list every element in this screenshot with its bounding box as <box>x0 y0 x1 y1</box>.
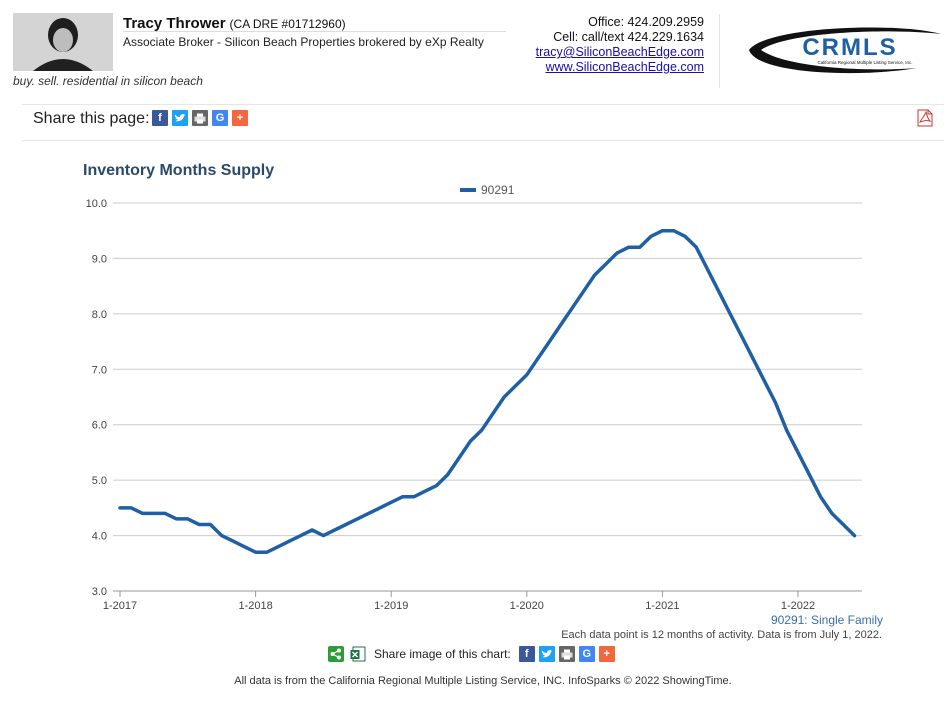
share-page-label: Share this page: <box>33 110 150 127</box>
office-phone: Office: 424.209.2959 <box>588 15 704 29</box>
y-tick-label: 10.0 <box>86 198 107 210</box>
header-divider <box>719 14 720 88</box>
legend-swatch <box>460 188 476 192</box>
google-icon[interactable]: G <box>212 110 228 126</box>
x-tick-label: 1-2017 <box>103 600 137 612</box>
y-tick-label: 9.0 <box>92 253 107 265</box>
contact-block: Office: 424.209.2959 Cell: call/text 424… <box>536 15 704 75</box>
print-icon[interactable] <box>558 646 575 662</box>
x-tick-label: 1-2019 <box>374 600 408 612</box>
plus-icon[interactable]: + <box>598 646 615 662</box>
svg-text:California Regional Multiple L: California Regional Multiple Listing Ser… <box>817 60 912 65</box>
agent-dre: (CA DRE #01712960) <box>229 17 346 31</box>
series-note: 90291: Single Family <box>770 613 883 627</box>
divider-top <box>22 104 944 105</box>
email-link[interactable]: tracy@SiliconBeachEdge.com <box>535 45 704 59</box>
chart-title: Inventory Months Supply <box>83 162 275 179</box>
plus-icon[interactable]: + <box>232 110 248 126</box>
y-tick-label: 7.0 <box>92 364 107 376</box>
footer-text: All data is from the California Regional… <box>234 675 732 687</box>
share-image-icons: f G + <box>518 646 615 662</box>
twitter-icon[interactable] <box>172 110 188 126</box>
x-tick-label: 1-2020 <box>510 600 544 612</box>
x-tick-label: 1-2018 <box>238 600 272 612</box>
legend-label: 90291 <box>481 183 515 197</box>
facebook-icon[interactable]: f <box>152 110 168 126</box>
print-icon[interactable] <box>192 110 208 126</box>
y-tick-label: 6.0 <box>92 420 107 432</box>
excel-export-button[interactable] <box>350 646 366 662</box>
activity-note: Each data point is 12 months of activity… <box>561 629 882 641</box>
google-icon[interactable]: G <box>578 646 595 662</box>
share-image-label: Share image of this chart: <box>374 647 511 661</box>
divider-bottom <box>22 140 944 141</box>
share-page-icons: f G + <box>152 110 248 126</box>
y-tick-label: 4.0 <box>92 531 107 543</box>
svg-text:CRMLS: CRMLS <box>802 34 897 61</box>
pdf-icon[interactable] <box>917 109 933 132</box>
share-chart-button[interactable] <box>328 646 344 662</box>
agent-photo <box>13 13 113 71</box>
y-tick-label: 5.0 <box>92 475 107 487</box>
chart-legend[interactable]: 90291 <box>460 183 514 197</box>
facebook-icon[interactable]: f <box>518 646 535 662</box>
cell-phone: Cell: call/text 424.229.1634 <box>553 30 704 44</box>
crmls-logo: CRMLS California Regional Multiple Listi… <box>747 24 942 81</box>
share-image-row: Share image of this chart: f G + <box>328 646 615 662</box>
agent-name: Tracy Thrower (CA DRE #01712960) <box>123 15 346 32</box>
series-line-90291 <box>118 228 857 554</box>
agent-tagline: buy. sell. residential in silicon beach <box>13 74 203 88</box>
website-link[interactable]: www.SiliconBeachEdge.com <box>545 60 704 74</box>
agent-title: Associate Broker - Silicon Beach Propert… <box>123 35 484 49</box>
x-tick-label: 1-2022 <box>781 600 815 612</box>
y-tick-label: 3.0 <box>92 586 107 598</box>
y-tick-label: 8.0 <box>92 309 107 321</box>
header-rule <box>123 31 506 32</box>
twitter-icon[interactable] <box>538 646 555 662</box>
x-tick-label: 1-2021 <box>645 600 679 612</box>
